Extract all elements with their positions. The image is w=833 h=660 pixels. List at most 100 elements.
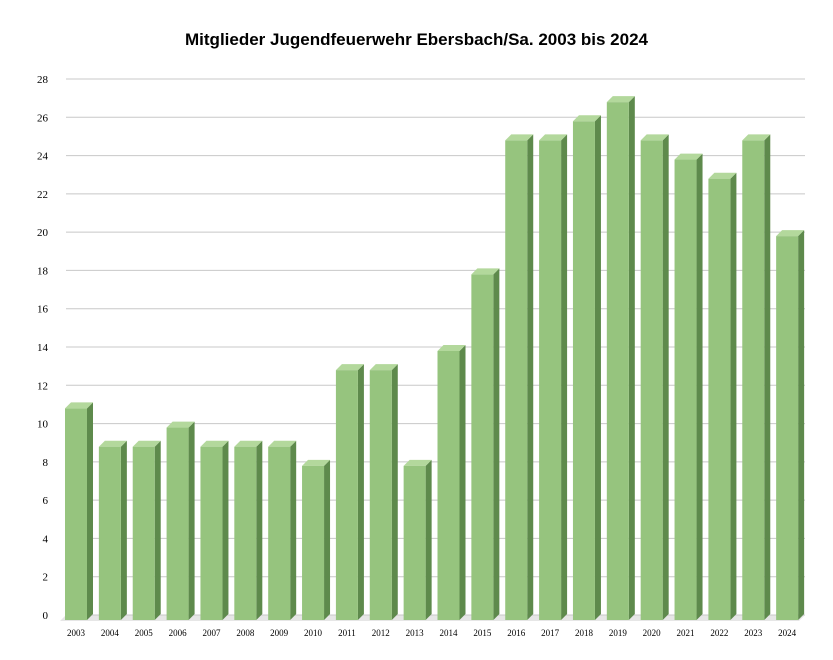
y-tick-label: 16 <box>37 304 49 316</box>
bar-side <box>154 440 161 620</box>
y-tick-label: 6 <box>43 495 49 507</box>
bar-2005 <box>132 446 155 620</box>
x-tick-label: 2003 <box>67 628 86 638</box>
bar-2007 <box>200 446 223 620</box>
bar-side <box>357 364 364 620</box>
bar-top <box>539 134 568 141</box>
x-tick-label: 2018 <box>575 628 594 638</box>
bar-top <box>65 402 93 409</box>
x-tick-label: 2014 <box>440 628 459 638</box>
y-tick-label: 0 <box>43 610 49 622</box>
x-tick-label: 2023 <box>744 628 763 638</box>
y-tick-label: 22 <box>37 189 48 201</box>
bar-top <box>640 134 669 141</box>
bar-side <box>391 364 398 620</box>
bar-2006 <box>166 427 189 620</box>
x-tick-label: 2010 <box>304 628 323 638</box>
x-tick-label: 2013 <box>406 628 425 638</box>
bar-top <box>505 134 534 141</box>
bar-top <box>742 134 771 141</box>
bar-top <box>302 459 331 466</box>
x-tick-label: 2011 <box>338 628 356 638</box>
bar-2015 <box>471 274 494 620</box>
bar-side <box>290 440 297 620</box>
bar-top <box>268 440 297 447</box>
bar-2018 <box>572 121 595 621</box>
bar-side <box>730 172 737 620</box>
y-tick-label: 10 <box>37 419 49 431</box>
bar-top <box>200 440 229 447</box>
bar-2011 <box>335 370 358 620</box>
bar-2016 <box>505 140 528 620</box>
x-tick-label: 2016 <box>507 628 526 638</box>
y-tick-label: 20 <box>37 227 49 239</box>
bar-side <box>256 440 263 620</box>
y-tick-label: 12 <box>37 380 48 392</box>
x-tick-label: 2006 <box>169 628 188 638</box>
x-tick-label: 2021 <box>677 628 695 638</box>
bar-top <box>403 459 432 466</box>
x-tick-label: 2017 <box>541 628 560 638</box>
bar-2019 <box>606 102 629 620</box>
y-tick-label: 2 <box>43 572 49 584</box>
bar-2014 <box>437 351 460 620</box>
bar-top <box>776 230 805 237</box>
bar-side <box>798 230 805 620</box>
bar-top <box>708 172 737 179</box>
x-tick-label: 2009 <box>270 628 289 638</box>
bar-top <box>606 96 635 103</box>
x-tick-label: 2022 <box>710 628 728 638</box>
bar-side <box>425 459 432 620</box>
bar-2024 <box>776 236 799 620</box>
y-tick-label: 14 <box>37 342 49 354</box>
bar-side <box>662 134 669 620</box>
bar-2004 <box>98 446 121 620</box>
x-tick-label: 2004 <box>101 628 120 638</box>
x-tick-label: 2008 <box>236 628 255 638</box>
bar-top <box>166 421 195 428</box>
bar-side <box>120 440 127 620</box>
bar-side <box>493 268 500 620</box>
x-tick-label: 2012 <box>372 628 390 638</box>
bar-top <box>471 268 500 275</box>
bar-2021 <box>674 159 697 621</box>
bar-2023 <box>742 140 765 620</box>
y-tick-label: 26 <box>37 112 49 124</box>
y-tick-label: 18 <box>37 265 49 277</box>
bar-side <box>222 440 229 620</box>
bar-2009 <box>268 446 291 620</box>
bar-2003 <box>65 408 87 620</box>
x-tick-label: 2024 <box>778 628 797 638</box>
bar-top <box>335 364 364 371</box>
bar-top <box>234 440 263 447</box>
bar-2012 <box>369 370 392 620</box>
x-tick-label: 2015 <box>473 628 492 638</box>
bar-2008 <box>234 446 257 620</box>
x-tick-label: 2020 <box>643 628 662 638</box>
bar-top <box>98 440 127 447</box>
y-tick-label: 24 <box>37 151 49 163</box>
bar-side <box>594 115 601 621</box>
y-tick-label: 4 <box>43 533 49 545</box>
bar-2010 <box>302 465 325 620</box>
bar-2013 <box>403 465 426 620</box>
bar-side <box>696 153 703 621</box>
bar-side <box>459 345 466 620</box>
x-tick-label: 2005 <box>135 628 154 638</box>
bar-2022 <box>708 178 731 620</box>
bar-side <box>764 134 771 620</box>
bar-side <box>527 134 534 620</box>
bar-top <box>369 364 398 371</box>
y-tick-label: 8 <box>43 457 49 469</box>
bar-top <box>572 115 601 122</box>
bar-2020 <box>640 140 663 620</box>
y-tick-label: 28 <box>37 74 49 86</box>
bar-2017 <box>539 140 562 620</box>
bar-top <box>674 153 703 160</box>
bar-side <box>324 459 331 620</box>
bar-side <box>628 96 635 620</box>
bar-top <box>437 345 466 351</box>
bar-side <box>188 421 195 620</box>
